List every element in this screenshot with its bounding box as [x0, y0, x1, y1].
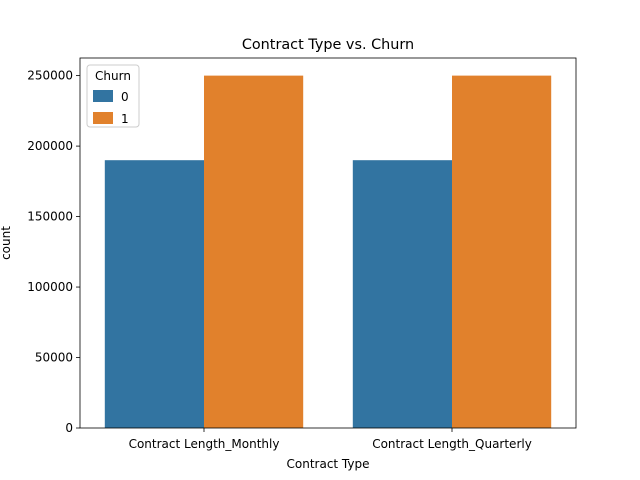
legend-title: Churn — [95, 69, 131, 83]
legend: Churn 0 1 — [86, 64, 140, 128]
y-axis: 0 50000 100000 150000 200000 250000 — [27, 69, 80, 435]
plot-frame — [79, 57, 577, 429]
bars-layer — [104, 75, 552, 428]
y-tick-label: 150000 — [27, 210, 73, 224]
x-tick-label: Contract Length_Quarterly — [372, 437, 532, 451]
bar-contract-length-quarterly-churn-0 — [352, 160, 452, 428]
y-tick-label: 200000 — [27, 139, 73, 153]
x-tick-label: Contract Length_Monthly — [129, 437, 280, 451]
bar-contract-length-quarterly-churn-1 — [452, 75, 552, 428]
bar-contract-length-monthly-churn-1 — [204, 75, 304, 428]
y-tick-label: 0 — [65, 421, 73, 435]
bar-contract-length-monthly-churn-0 — [104, 160, 204, 428]
y-tick-label: 250000 — [27, 69, 73, 83]
chart-title: Contract Type vs. Churn — [242, 37, 414, 53]
legend-swatch-churn-0 — [93, 90, 113, 102]
legend-label-churn-1: 1 — [121, 112, 129, 126]
x-axis: Contract Length_Monthly Contract Length_Q… — [129, 428, 532, 451]
y-tick-label: 100000 — [27, 280, 73, 294]
x-axis-label: Contract Type — [287, 457, 370, 471]
legend-swatch-churn-1 — [93, 112, 113, 124]
legend-label-churn-0: 0 — [121, 90, 129, 104]
y-tick-label: 50000 — [35, 351, 73, 365]
y-axis-label: count — [0, 226, 13, 260]
